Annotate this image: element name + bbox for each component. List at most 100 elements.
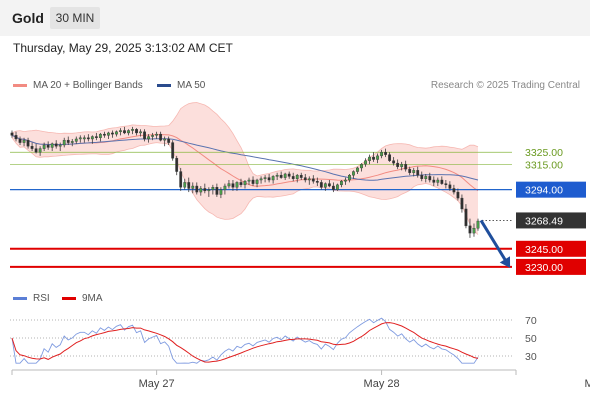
candle-body bbox=[90, 136, 94, 140]
candle-body bbox=[239, 182, 243, 186]
candle-body bbox=[432, 179, 436, 183]
candle-body bbox=[30, 146, 34, 149]
candle-body bbox=[103, 133, 106, 136]
candle-body bbox=[62, 139, 66, 146]
candle-body bbox=[183, 182, 187, 188]
candle-body bbox=[440, 179, 444, 184]
support-label-box bbox=[516, 240, 586, 257]
candle-body bbox=[82, 137, 86, 140]
candle-body bbox=[231, 183, 235, 188]
instrument-title: Gold bbox=[12, 10, 44, 26]
support-label: 3245.00 bbox=[525, 244, 563, 256]
last-price-label: 3268.49 bbox=[525, 215, 563, 227]
candle-body bbox=[199, 188, 203, 193]
candle-body bbox=[323, 183, 327, 188]
candle-body bbox=[424, 176, 428, 179]
legend-9ma: 9MA bbox=[62, 293, 103, 304]
candle-body bbox=[315, 181, 319, 183]
candle-body bbox=[340, 181, 343, 186]
candle-body bbox=[251, 179, 255, 184]
candle-body bbox=[472, 228, 476, 234]
x-axis-label: May 28 bbox=[364, 378, 400, 390]
candle-body bbox=[147, 136, 150, 140]
candle-body bbox=[255, 179, 259, 184]
candle-body bbox=[428, 176, 432, 181]
candle-body bbox=[283, 173, 287, 178]
candle-body bbox=[291, 176, 295, 179]
candle-body bbox=[94, 136, 98, 138]
candle-body bbox=[336, 184, 339, 190]
candle-body bbox=[227, 183, 231, 187]
candle-body bbox=[275, 174, 279, 177]
candle-body bbox=[46, 144, 50, 148]
candle-body bbox=[98, 133, 102, 138]
candle-body bbox=[404, 164, 408, 170]
candle-body bbox=[448, 184, 452, 189]
candle-body bbox=[175, 158, 179, 172]
candle-body bbox=[311, 178, 315, 182]
candle-body bbox=[135, 129, 138, 134]
candle-body bbox=[191, 185, 195, 189]
candle-body bbox=[327, 183, 331, 187]
candle-body bbox=[400, 164, 404, 167]
candle-body bbox=[86, 137, 90, 140]
candle-body bbox=[14, 135, 18, 140]
x-axis-label: May 27 bbox=[139, 378, 175, 390]
legend-ma50-label: MA 50 bbox=[177, 80, 206, 91]
candle-body bbox=[360, 164, 363, 169]
projection-arrow-head bbox=[499, 256, 511, 268]
bollinger-swatch bbox=[13, 84, 27, 87]
candles bbox=[10, 126, 480, 238]
rsi-swatch bbox=[13, 297, 27, 300]
legend-9ma-label: 9MA bbox=[82, 293, 103, 304]
resistance-label: 3325.00 bbox=[525, 147, 563, 159]
candle-body bbox=[54, 143, 58, 147]
candle-body bbox=[464, 208, 468, 227]
candle-body bbox=[171, 142, 175, 159]
candle-body bbox=[10, 132, 14, 136]
projection-arrow-line bbox=[479, 219, 510, 266]
candle-body bbox=[78, 137, 82, 140]
candle-body bbox=[388, 154, 392, 161]
legend-ma50: MA 50 bbox=[157, 80, 205, 91]
candle-body bbox=[416, 170, 420, 176]
candle-body bbox=[279, 174, 283, 178]
candle-body bbox=[111, 132, 114, 135]
candle-body bbox=[143, 131, 146, 140]
candle-body bbox=[187, 182, 191, 189]
pivot-label: 3294.00 bbox=[525, 185, 563, 197]
candle-body bbox=[352, 171, 355, 176]
candle-body bbox=[263, 177, 267, 179]
support-label-box bbox=[516, 258, 586, 275]
candle-body bbox=[468, 225, 472, 234]
candle-body bbox=[259, 178, 263, 181]
rsi-ma9-line bbox=[11, 322, 479, 363]
rsi-axis-label: 70 bbox=[525, 315, 537, 327]
candle-body bbox=[151, 135, 154, 137]
candle-body bbox=[211, 187, 215, 190]
timeframe-button[interactable]: 30 MIN bbox=[50, 7, 100, 29]
candle-body bbox=[203, 188, 207, 192]
candle-body bbox=[215, 187, 219, 195]
candle-body bbox=[167, 138, 171, 143]
candle-body bbox=[50, 143, 54, 148]
support-label: 3230.00 bbox=[525, 262, 563, 274]
last-price-box bbox=[516, 212, 586, 229]
candle-body bbox=[299, 174, 303, 178]
candle-body bbox=[364, 160, 367, 165]
candle-body bbox=[412, 170, 416, 173]
rsi-axis-label: 30 bbox=[525, 351, 537, 363]
candle-body bbox=[319, 182, 323, 188]
candle-body bbox=[452, 188, 456, 193]
candle-body bbox=[287, 173, 291, 177]
candle-body bbox=[408, 168, 412, 173]
candle-body bbox=[243, 181, 247, 186]
candle-body bbox=[18, 138, 22, 143]
candle-body bbox=[368, 156, 371, 161]
candle-body bbox=[74, 138, 78, 142]
candle-body bbox=[131, 129, 134, 131]
candle-body bbox=[42, 144, 46, 149]
candle-body bbox=[107, 132, 110, 136]
bollinger-upper-line bbox=[11, 102, 479, 177]
